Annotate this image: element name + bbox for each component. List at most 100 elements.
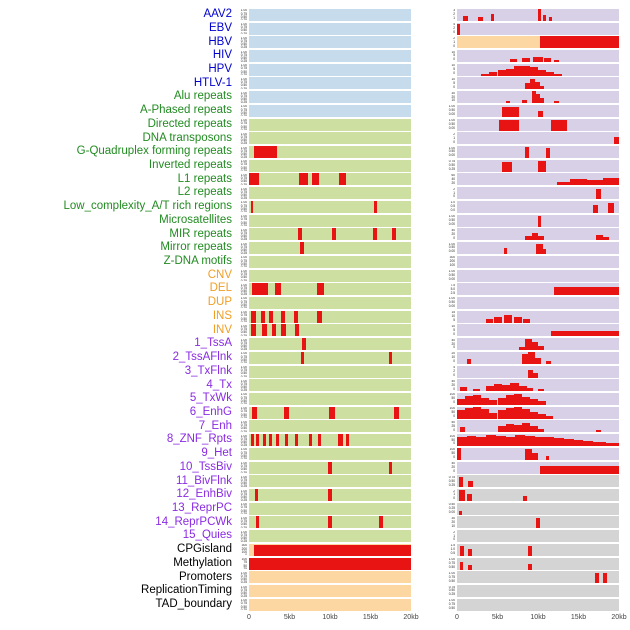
data-bar [531, 91, 536, 104]
data-bar [546, 71, 555, 76]
y-axis-tick-labels: 1.000.750.500.250.00 [236, 147, 249, 158]
y-tick-label: 1.00 [448, 270, 455, 274]
y-axis-tick-labels: 1.00 0.50 0.00 [411, 243, 457, 254]
y-axis-tick-labels: 1.000.750.500.250.00 [236, 23, 249, 34]
track-label: 9_Het [201, 447, 232, 460]
y-tick-label: 5 [453, 80, 455, 85]
x-tick-label: 5kb [491, 613, 504, 621]
left-track-plot [249, 392, 411, 405]
data-bar [249, 557, 411, 570]
right-track-plot [457, 502, 619, 515]
y-tick-label: 100 [449, 263, 455, 268]
y-axis-tick-labels: 1.000.750.500.250.00 [236, 174, 249, 185]
data-bar [538, 401, 547, 405]
left-track-plot [249, 379, 411, 392]
data-bar [536, 517, 541, 529]
track-label: AAV2 [203, 8, 232, 21]
y-tick-label: 10 [451, 314, 455, 319]
y-tick-label: 0.50 [448, 564, 455, 569]
y-tick-label: 0.25 [448, 592, 455, 597]
y-tick-label: 0.75 [240, 272, 247, 277]
y-tick-label: 0.75 [240, 107, 247, 112]
y-tick-label: 1.00 [240, 270, 247, 274]
data-bar [550, 331, 619, 337]
track-label: 4_Tx [206, 378, 232, 391]
y-tick-label: 1.00 [240, 599, 247, 603]
y-axis-tick-labels: 40 20 0 [411, 229, 457, 240]
y-tick-label: 0.50 [448, 218, 455, 223]
y-tick-label: 0.75 [448, 602, 455, 607]
y-axis-tick-labels: 1.000.750.500.250.00 [236, 188, 249, 199]
y-tick-label: 0.50 [240, 316, 247, 321]
left-track-plot [249, 598, 411, 611]
x-tick-label: 20kb [403, 613, 419, 621]
y-tick-label: 40 [451, 379, 455, 383]
y-tick-label: 1.00 [448, 119, 455, 123]
right-track-plot [457, 447, 619, 460]
track-row: Microsatellites1.000.750.500.250.001.000… [0, 214, 630, 228]
data-bar [389, 351, 393, 364]
data-bar [539, 98, 545, 104]
track-label: 1_TssA [194, 337, 232, 350]
track-label: DEL [209, 282, 232, 295]
track-label: EBV [208, 21, 232, 34]
y-tick-label: 0.25 [240, 443, 247, 446]
y-axis-tick-labels: 1.000.750.500.250.00 [236, 133, 249, 144]
data-bar [299, 173, 309, 186]
y-axis-tick-labels: 1.00 0.50 0.00 [411, 147, 457, 158]
y-tick-label: 0.75 [448, 585, 455, 589]
left-track-plot [249, 214, 411, 227]
data-bar [261, 324, 267, 337]
data-bar [294, 310, 299, 323]
y-tick-label: 2 [453, 132, 455, 136]
y-tick-label: 30 [451, 516, 455, 520]
y-tick-label: 0.75 [240, 368, 247, 373]
y-tick-label: 5 [453, 53, 455, 58]
y-axis-tick-labels: 1.000.750.500.250.00 [236, 64, 249, 75]
data-bar [392, 228, 397, 241]
y-tick-label: 1 [453, 16, 455, 21]
y-axis-tick-labels: 1.000.750.500.250.00 [236, 393, 249, 404]
y-axis-tick-labels: 1.000.750.500.250.00 [236, 352, 249, 363]
y-tick-label: 0.75 [240, 189, 247, 194]
y-tick-label: 0 [453, 43, 455, 48]
track-label: Inverted repeats [148, 159, 232, 172]
data-bar [538, 8, 542, 21]
y-tick-label: 0.00 [448, 510, 455, 515]
track-row: Z-DNA motifs 1.000.750.500.250.00 30020010… [0, 255, 630, 269]
y-tick-label: 1.00 [240, 393, 247, 397]
y-tick-label: 0.75 [240, 381, 247, 386]
data-bar [269, 434, 273, 447]
y-axis-tick-labels: 1.000.750.500.250.00 [236, 297, 249, 308]
data-bar [502, 385, 511, 392]
y-tick-label: 0 [453, 194, 455, 199]
data-bar [256, 434, 260, 447]
y-tick-label: 10 [451, 50, 455, 54]
y-tick-label: 0.50 [240, 536, 247, 541]
y-tick-label: 0.50 [240, 494, 247, 499]
y-tick-label: 0.75 [448, 561, 455, 565]
y-tick-label: 0.25 [240, 388, 247, 391]
data-bar [503, 314, 513, 323]
y-tick-label: 1.00 [240, 9, 247, 13]
y-tick-label: 0.50 [448, 478, 455, 483]
y-tick-label: 0.50 [240, 440, 247, 445]
data-bar [510, 59, 517, 63]
y-axis-tick-labels: 40 20 0 [411, 380, 457, 391]
data-bar [546, 416, 553, 419]
y-axis-tick-labels: 10 5 0 [411, 64, 457, 75]
y-tick-label: 1.00 [240, 297, 247, 301]
y-tick-label: 0.75 [240, 162, 247, 167]
y-tick-label: 0.25 [240, 59, 247, 62]
y-tick-label: 0.50 [240, 344, 247, 349]
data-bar [476, 436, 487, 447]
y-tick-label: 0.25 [448, 167, 455, 172]
y-tick-label: 0.25 [240, 607, 247, 611]
y-tick-label: 0.50 [448, 300, 455, 305]
data-bar [521, 57, 530, 63]
